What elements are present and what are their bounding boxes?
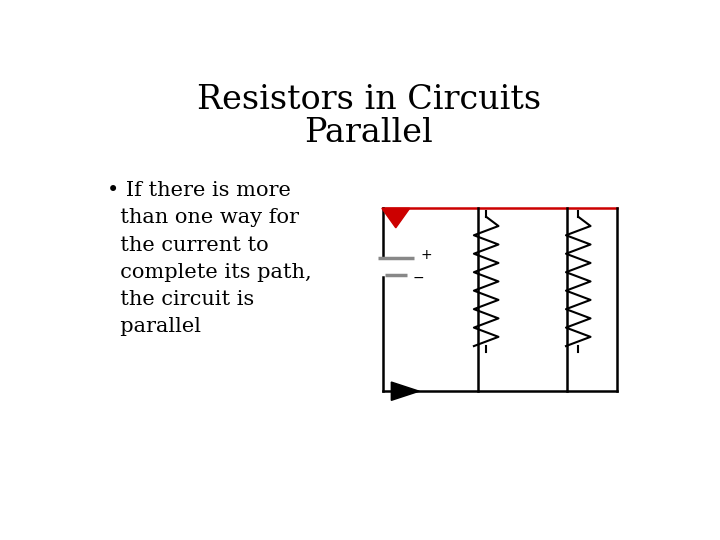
Text: Parallel: Parallel [305, 117, 433, 150]
Text: +: + [420, 248, 432, 262]
Polygon shape [392, 382, 419, 400]
Text: −: − [413, 271, 424, 285]
Text: • If there is more
  than one way for
  the current to
  complete its path,
  th: • If there is more than one way for the … [107, 181, 311, 336]
Polygon shape [382, 208, 410, 228]
Text: Resistors in Circuits: Resistors in Circuits [197, 84, 541, 116]
